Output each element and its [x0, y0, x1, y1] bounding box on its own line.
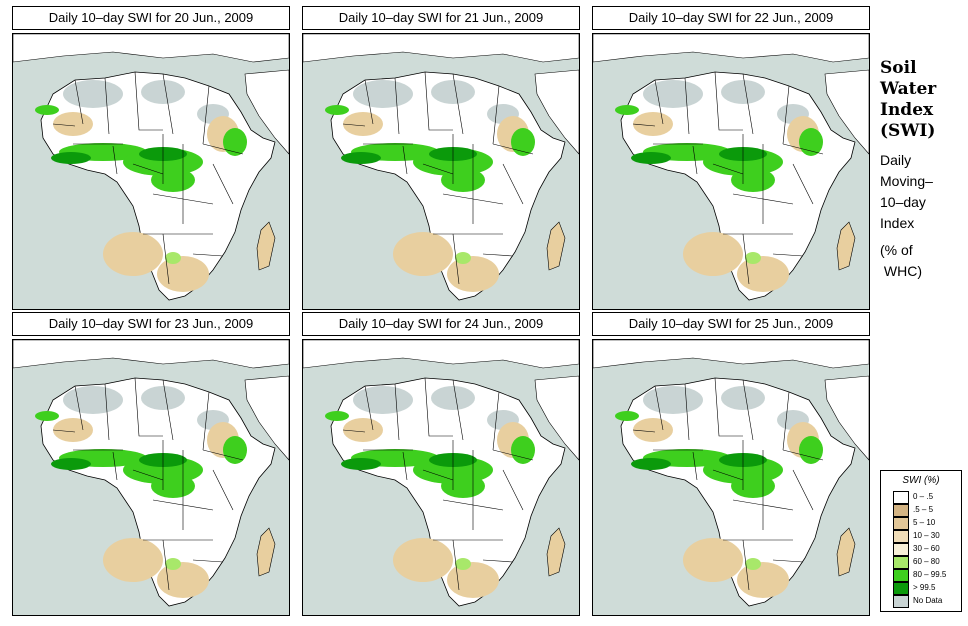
swi-legend: SWI (%) 0 – .5 .5 – 5 5 – 10 10 – 30 30 – 60…: [880, 470, 962, 612]
side-unit: (% of WHC): [880, 240, 922, 282]
legend-item: 10 – 30: [893, 530, 959, 543]
map-panel: Daily 10–day SWI for 21 Jun., 2009: [302, 6, 580, 310]
panel-title: Daily 10–day SWI for 24 Jun., 2009: [302, 312, 580, 336]
map-panel: Daily 10–day SWI for 25 Jun., 2009: [592, 312, 870, 616]
legend-item: .5 – 5: [893, 504, 959, 517]
legend-swatch: [893, 569, 909, 582]
side-title-line: Water: [880, 79, 937, 99]
panel-title: Daily 10–day SWI for 23 Jun., 2009: [12, 312, 290, 336]
legend-label: 10 – 30: [913, 531, 940, 540]
africa-map: [593, 34, 869, 309]
side-subtitle-line: Index: [880, 215, 915, 231]
panel-map-frame: [592, 339, 870, 616]
panel-map-frame: [12, 339, 290, 616]
legend-label: 5 – 10: [913, 518, 936, 527]
side-title-line: Index: [880, 100, 934, 120]
legend-swatch: [893, 504, 909, 517]
legend-label: 80 – 99.5: [913, 570, 947, 579]
side-title-line: Soil: [880, 58, 917, 78]
legend-item: 80 – 99.5: [893, 569, 959, 582]
map-panel: Daily 10–day SWI for 24 Jun., 2009: [302, 312, 580, 616]
panel-title: Daily 10–day SWI for 20 Jun., 2009: [12, 6, 290, 30]
panel-title: Daily 10–day SWI for 22 Jun., 2009: [592, 6, 870, 30]
map-panel: Daily 10–day SWI for 22 Jun., 2009: [592, 6, 870, 310]
side-title: Soil Water Index (SWI): [880, 58, 936, 142]
panel-map-frame: [302, 33, 580, 310]
legend-label: No Data: [913, 596, 943, 605]
legend-swatch: [893, 543, 909, 556]
legend-swatch: [893, 517, 909, 530]
legend-swatch: [893, 582, 909, 595]
africa-map: [13, 340, 289, 615]
panel-map-frame: [12, 33, 290, 310]
side-subtitle-line: 10–day: [880, 194, 926, 210]
legend-title: SWI (%): [902, 475, 940, 486]
side-subtitle-line: Moving–: [880, 173, 933, 189]
legend-swatch: [893, 530, 909, 543]
legend-label: 60 – 80: [913, 557, 940, 566]
side-subtitle-line: Daily: [880, 152, 912, 168]
africa-map: [593, 340, 869, 615]
legend-label: .5 – 5: [913, 505, 934, 514]
side-title-line: (SWI): [880, 121, 936, 141]
side-unit-line: WHC): [880, 263, 922, 279]
map-panel: Daily 10–day SWI for 23 Jun., 2009: [12, 312, 290, 616]
africa-map: [13, 34, 289, 309]
legend-label: 30 – 60: [913, 544, 940, 553]
legend-swatch: [893, 556, 909, 569]
map-panel: Daily 10–day SWI for 20 Jun., 2009: [12, 6, 290, 310]
legend-label: > 99.5: [913, 583, 936, 592]
legend-label: 0 – .5: [913, 492, 934, 501]
panel-map-frame: [302, 339, 580, 616]
panel-title: Daily 10–day SWI for 21 Jun., 2009: [302, 6, 580, 30]
legend-item: No Data: [893, 595, 959, 608]
legend-item: > 99.5: [893, 582, 959, 595]
legend-item: 5 – 10: [893, 517, 959, 530]
legend-swatch: [893, 491, 909, 504]
side-subtitle: Daily Moving– 10–day Index: [880, 150, 933, 234]
side-unit-line: (% of: [880, 242, 913, 258]
legend-item: 0 – .5: [893, 491, 959, 504]
panel-title: Daily 10–day SWI for 25 Jun., 2009: [592, 312, 870, 336]
africa-map: [303, 340, 579, 615]
panel-map-frame: [592, 33, 870, 310]
legend-swatch: [893, 595, 909, 608]
legend-item: 60 – 80: [893, 556, 959, 569]
legend-item: 30 – 60: [893, 543, 959, 556]
africa-map: [303, 34, 579, 309]
